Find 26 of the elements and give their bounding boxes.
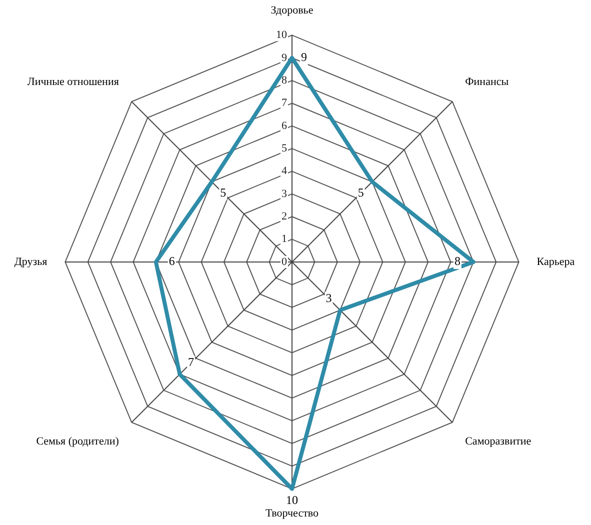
data-label: 8 <box>454 254 460 268</box>
y-tick-label: 5 <box>282 142 288 154</box>
y-tick-label: 7 <box>282 97 288 110</box>
y-tick-label: 2 <box>282 210 287 223</box>
spoke-label: Карьера <box>536 256 575 268</box>
spoke-label: Здоровье <box>270 4 314 16</box>
data-label: 6 <box>168 254 175 268</box>
y-tick-label: 9 <box>282 52 288 64</box>
spoke-label: Финансы <box>465 76 510 88</box>
spoke-label: Семья (родители) <box>36 436 120 448</box>
spoke-label: Личные отношения <box>27 76 119 88</box>
spoke-label: Саморазвитие <box>465 436 532 448</box>
y-tick-label: 6 <box>282 120 288 132</box>
y-tick-label: 0 <box>282 256 288 268</box>
data-label: 9 <box>301 50 307 64</box>
spoke-label: Творчество <box>265 507 320 520</box>
data-label: 5 <box>220 185 226 200</box>
y-tick-label: 8 <box>282 74 288 86</box>
y-tick-label: 10 <box>276 29 288 42</box>
y-tick-label: 3 <box>282 188 288 200</box>
data-label: 3 <box>326 290 332 305</box>
data-label: 5 <box>358 185 364 200</box>
y-tick-label: 1 <box>282 233 287 246</box>
spoke-label: Друзья <box>14 256 48 268</box>
y-tick-label: 4 <box>282 165 288 178</box>
data-label: 7 <box>188 355 194 370</box>
